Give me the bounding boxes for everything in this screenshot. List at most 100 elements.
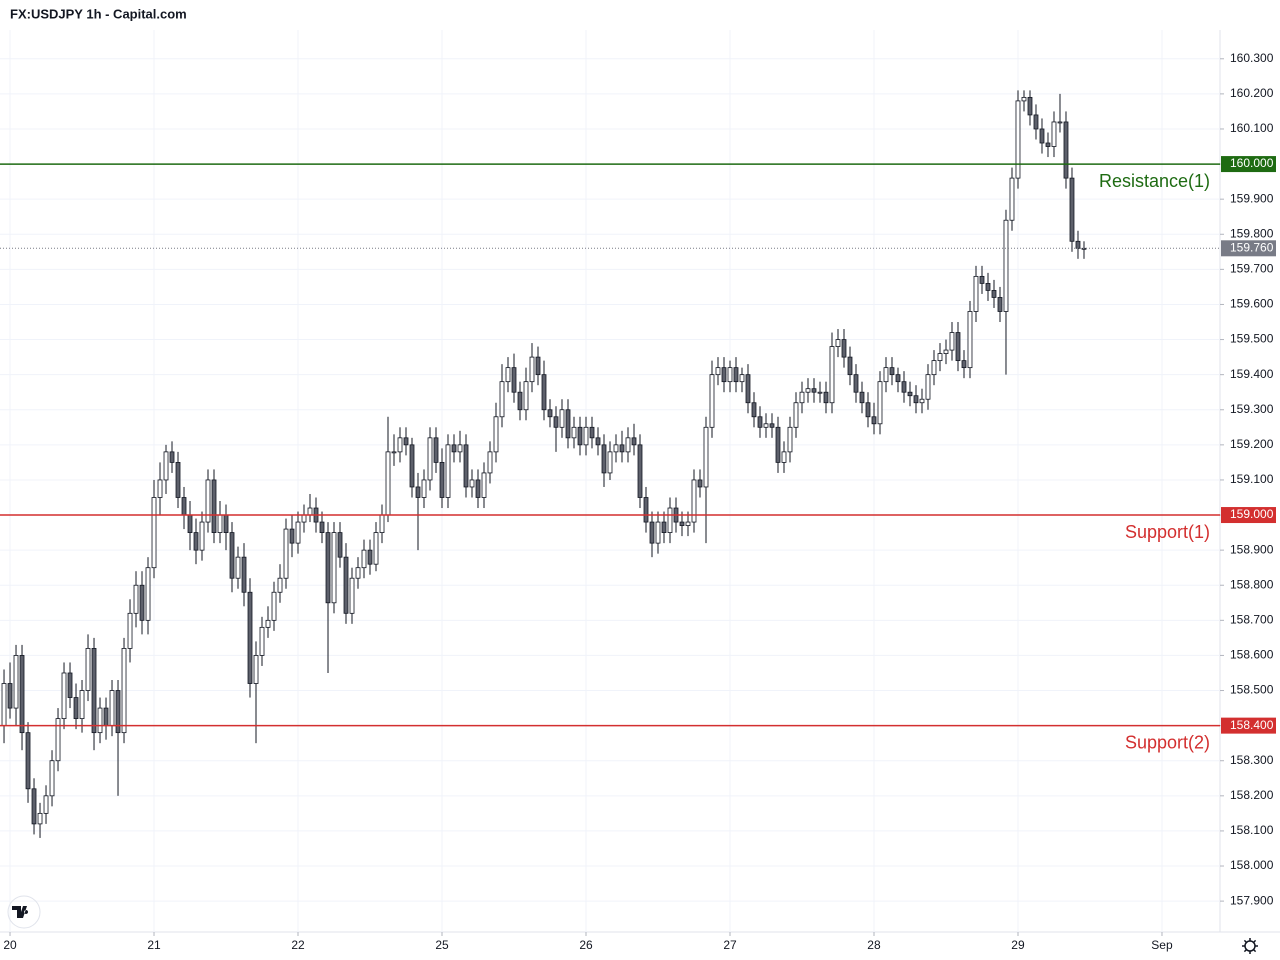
candle-body bbox=[103, 707, 109, 727]
candle-body bbox=[943, 349, 949, 354]
candle-body bbox=[1009, 177, 1015, 221]
candle-body bbox=[463, 444, 469, 488]
y-tick-label: 158.300 bbox=[1230, 753, 1274, 767]
candle-body bbox=[1015, 100, 1021, 179]
level-name: Support(1) bbox=[1125, 522, 1210, 542]
candle-body bbox=[25, 732, 31, 790]
candle-body bbox=[277, 577, 283, 593]
candle-body bbox=[121, 648, 127, 734]
candle-body bbox=[817, 391, 823, 394]
candle-body bbox=[961, 360, 967, 369]
candle-body bbox=[925, 374, 931, 400]
candle-body bbox=[109, 690, 115, 727]
candle-body bbox=[175, 461, 181, 498]
candle-body bbox=[289, 528, 295, 544]
candle-body bbox=[19, 655, 25, 734]
candle-body bbox=[613, 444, 619, 453]
y-tick-label: 158.700 bbox=[1230, 613, 1274, 627]
level-label-box bbox=[1221, 507, 1276, 524]
candle-body bbox=[859, 391, 865, 404]
candle-body bbox=[163, 451, 169, 481]
candle-body bbox=[499, 381, 505, 418]
y-tick-label: 159.100 bbox=[1230, 472, 1274, 486]
candle-body bbox=[523, 381, 529, 411]
candle-body bbox=[199, 521, 205, 551]
y-tick-label: 160.200 bbox=[1230, 86, 1274, 100]
candle-body bbox=[229, 532, 235, 579]
last-price-label: 159.760 bbox=[1230, 240, 1274, 254]
level-label: 159.000 bbox=[1230, 507, 1274, 521]
level-label: 158.400 bbox=[1230, 718, 1274, 732]
candle-body bbox=[379, 514, 385, 533]
candle-body bbox=[721, 367, 727, 383]
y-tick-label: 158.500 bbox=[1230, 683, 1274, 697]
chart-title: FX:USDJPY 1h - Capital.com bbox=[10, 6, 187, 21]
candle-body bbox=[565, 409, 571, 439]
candle-body bbox=[733, 367, 739, 383]
x-tick-label: 27 bbox=[723, 938, 737, 952]
candle-body bbox=[739, 374, 745, 383]
candle-body bbox=[1063, 121, 1069, 179]
x-tick-label: 21 bbox=[147, 938, 161, 952]
candle-body bbox=[709, 374, 715, 428]
candle-body bbox=[661, 521, 667, 533]
y-tick-label: 160.100 bbox=[1230, 121, 1274, 135]
candle-body bbox=[433, 437, 439, 463]
candle-body bbox=[697, 479, 703, 488]
candle-body bbox=[877, 381, 883, 425]
settings-icon[interactable] bbox=[1242, 938, 1258, 954]
candle-body bbox=[1075, 240, 1081, 249]
candle-body bbox=[895, 374, 901, 383]
candle-body bbox=[295, 521, 301, 544]
candle-body bbox=[49, 760, 55, 797]
candle-body bbox=[127, 612, 133, 649]
y-tick-label: 159.900 bbox=[1230, 191, 1274, 205]
candle-body bbox=[181, 497, 187, 516]
candle-body bbox=[787, 426, 793, 453]
x-tick-label: 22 bbox=[291, 938, 305, 952]
x-tick-label: 28 bbox=[867, 938, 881, 952]
y-tick-label: 160.300 bbox=[1230, 51, 1274, 65]
y-tick-label: 159.500 bbox=[1230, 332, 1274, 346]
candle-body bbox=[481, 472, 487, 498]
candle-body bbox=[397, 437, 403, 453]
candle-body bbox=[589, 426, 595, 439]
candle-body bbox=[907, 391, 913, 397]
last-price-box bbox=[1221, 240, 1276, 257]
y-tick-label: 158.900 bbox=[1230, 542, 1274, 556]
y-tick-label: 159.600 bbox=[1230, 297, 1274, 311]
candle-body bbox=[73, 697, 79, 720]
candle-body bbox=[781, 451, 787, 463]
candle-body bbox=[367, 549, 373, 565]
candle-body bbox=[949, 332, 955, 351]
y-tick-label: 159.300 bbox=[1230, 402, 1274, 416]
candle-body bbox=[511, 367, 517, 393]
candle-body bbox=[577, 426, 583, 446]
candle-body bbox=[325, 532, 331, 604]
y-tick-label: 158.100 bbox=[1230, 823, 1274, 837]
candle-body bbox=[241, 556, 247, 593]
candle-body bbox=[607, 451, 613, 474]
level-label-box bbox=[1221, 717, 1276, 734]
candle-body bbox=[115, 690, 121, 734]
candle-body bbox=[1003, 219, 1009, 312]
candle-body bbox=[535, 356, 541, 376]
candle-body bbox=[415, 486, 421, 498]
candle-body bbox=[829, 346, 835, 404]
candle-body bbox=[919, 398, 925, 404]
x-tick-label: 26 bbox=[579, 938, 593, 952]
y-tick-label: 158.200 bbox=[1230, 788, 1274, 802]
candle-body bbox=[1027, 96, 1033, 116]
x-tick-label: 20 bbox=[3, 938, 17, 952]
candle-body bbox=[391, 451, 397, 454]
candle-body bbox=[985, 283, 991, 291]
candle-body bbox=[91, 648, 97, 734]
candle-body bbox=[457, 444, 463, 453]
candle-body bbox=[409, 444, 415, 488]
candle-body bbox=[751, 402, 757, 418]
candle-body bbox=[265, 619, 271, 628]
candle-body bbox=[67, 672, 73, 698]
candle-body bbox=[997, 297, 1003, 312]
candle-body bbox=[61, 672, 67, 720]
